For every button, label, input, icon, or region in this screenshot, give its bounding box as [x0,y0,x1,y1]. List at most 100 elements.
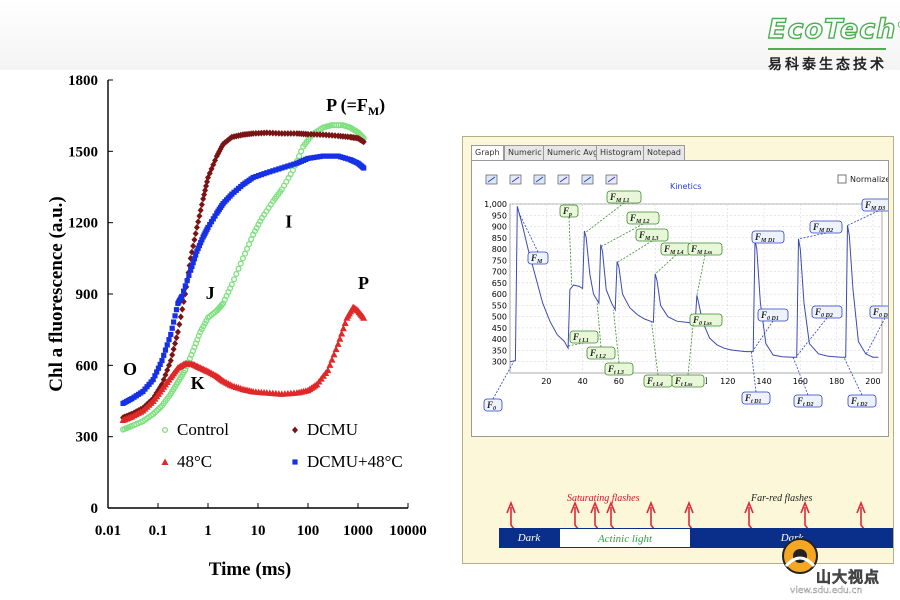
annotation-leader [568,216,573,286]
normalize-label[interactable]: Normalize [850,175,890,184]
data-point [162,347,169,353]
annotation-sub: t L2 [596,354,606,360]
annotation-sub: M [536,259,543,265]
kinetics-annotation: Fp [559,204,579,286]
annotation-label: Ft L1 [572,332,589,344]
annotation-label: F0 D3 [872,307,888,319]
normalize-checkbox[interactable] [837,174,847,184]
phase-label: J [206,283,215,303]
kinetics-trace [509,206,879,363]
annotation-main: F [607,364,614,374]
annotation-main: F [638,230,645,240]
kinetics-annotation: FM D1 [751,230,785,244]
data-point [193,224,200,231]
graph-panel: Kinetics Normalize 204060801001201401601… [471,160,900,437]
annotation-box [604,362,634,376]
zoom-icon[interactable] [485,174,498,185]
data-point [289,167,296,174]
annotation-sub: M D1 [760,238,775,244]
horizontal-fit-icon[interactable] [557,174,570,185]
annotation-leader [596,303,602,348]
kinetics-annotation: FM L3 [616,228,669,263]
kinetics-annotation: Ft L1 [567,330,599,347]
series-control [120,122,367,433]
annotation-sub: 0 D2 [821,313,833,319]
kinetics-annotation: F0 [483,361,514,412]
data-point [189,263,195,270]
company-name-cn: 易科泰生态技术 [768,57,887,73]
normalize-toggle[interactable]: Normalize [837,174,890,184]
data-point [233,270,240,278]
data-point [208,165,215,173]
annotation-label: Ft L4 [646,376,663,388]
tab-numeric-avg[interactable]: Numeric Avg [543,145,603,160]
annotation-box [483,398,503,412]
annotation-leader [613,309,620,364]
annotation-leader [796,317,828,357]
data-point [329,153,335,159]
watermark: 山大视点 view.sdu.edu.cn [780,534,898,598]
data-point [190,260,196,266]
annotation-label: FM Lss [690,244,713,256]
annotation-sub: 0 [493,406,496,412]
graph-toolbar [485,174,618,185]
annotation-label: Ft L2 [589,348,606,360]
chart-settings-icon[interactable] [509,174,522,185]
data-point [339,324,347,332]
data-point [323,153,329,159]
annotation-leader [600,223,644,248]
annotation-main: F [609,192,616,202]
data-point [308,130,315,138]
kinetics-y-tick-label: 950 [492,211,507,220]
tab-graph[interactable]: Graph [471,145,504,161]
annotation-box [687,242,723,256]
kinetics-annotation: F0 Lss [689,313,723,327]
tab-numeric[interactable]: Numeric [504,145,546,160]
y-tick-label: 600 [76,358,99,374]
y-tick-label: 300 [76,430,99,446]
tab-histogram[interactable]: Histogram [596,145,646,160]
x-tick-label: 10000 [389,523,427,539]
annotation-box [751,230,785,244]
data-point [239,255,246,262]
data-point [164,342,170,348]
annotation-leader [651,322,659,376]
x-axis-label: Time (ms) [209,559,292,580]
kinetics-x-tick-label: 120 [720,377,735,386]
annotation-leader [492,361,514,400]
annotation-leader [654,254,677,275]
data-point [195,245,201,251]
annotation-sub: M D3 [870,206,885,212]
legend-label: DCMU+48°C [307,452,403,471]
phase-label-subscript: M [368,104,379,118]
kinetics-y-tick-label: 500 [492,313,507,322]
annotation-label: FM L4 [663,244,684,256]
annotation-label: FM L1 [609,192,630,204]
data-point [311,131,318,138]
data-point [267,169,273,175]
watermark-url: view.sdu.edu.cn [790,586,863,596]
data-point [298,148,305,155]
data-point [182,283,188,289]
annotation-main: F [692,315,699,325]
annotation-box [527,251,549,265]
kinetics-annotation: FM L2 [600,211,660,248]
data-point [317,153,323,160]
data-point [190,242,197,250]
data-point [320,153,326,159]
data-point [324,366,332,374]
flash-head [570,500,580,514]
data-point [218,301,225,308]
data-point [326,361,334,368]
tab-notepad[interactable]: Notepad [643,145,685,160]
kinetics-y-tick-label: 400 [492,335,507,344]
data-point [253,173,259,180]
annotation-label: F0 Lss [692,315,713,327]
data-point [179,305,186,313]
data-point [285,163,291,169]
fit-all-icon[interactable] [581,174,594,185]
vertical-fit-icon[interactable] [533,174,546,185]
phase-label-close: ) [379,95,385,116]
print-icon[interactable] [605,174,618,185]
